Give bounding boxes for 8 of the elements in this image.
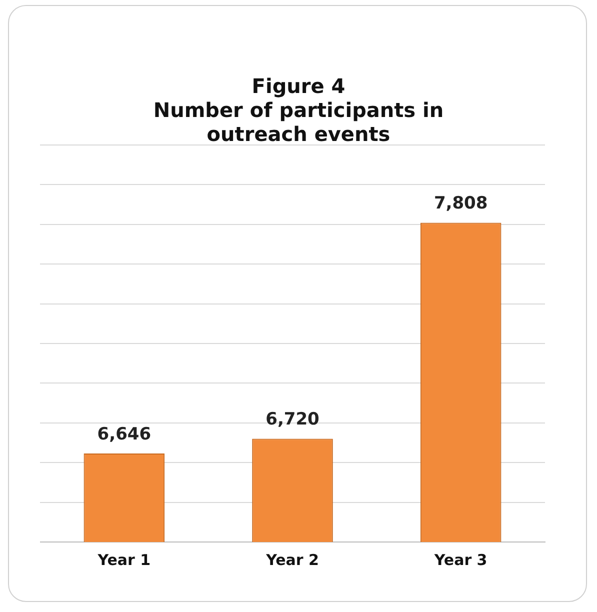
x-tick-label: Year 1 [96, 550, 151, 569]
data-label: 7,808 [434, 194, 488, 214]
chart-title: Figure 4 [250, 74, 346, 98]
chart-subtitle: Number of participants in outreach events [152, 98, 445, 146]
data-label: 6,646 [97, 424, 152, 444]
data-label: 6,720 [266, 410, 320, 430]
x-tick-label: Year 2 [265, 550, 319, 569]
x-tick-label: Year 3 [433, 550, 488, 569]
